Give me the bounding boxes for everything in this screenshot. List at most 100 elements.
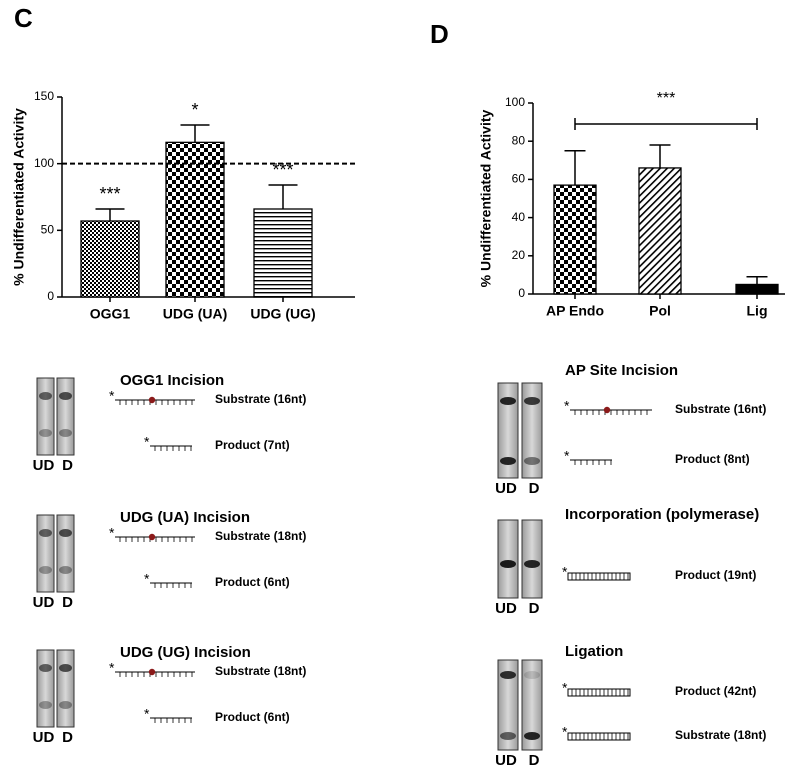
gel-title: Incorporation (polymerase) bbox=[565, 506, 759, 523]
gel-band bbox=[59, 529, 72, 537]
gel-band bbox=[524, 457, 540, 465]
dna-strand: * bbox=[144, 571, 192, 588]
gel-lane bbox=[36, 514, 55, 593]
gel-band bbox=[39, 664, 52, 672]
gel-lane bbox=[497, 659, 519, 751]
y-tick-label: 50 bbox=[41, 223, 55, 237]
gel-lane bbox=[521, 519, 543, 599]
gel-band bbox=[500, 560, 516, 568]
gel-title: AP Site Incision bbox=[565, 362, 678, 379]
lane-label: D bbox=[62, 594, 73, 611]
gel-lane bbox=[497, 519, 519, 599]
dna-strand: * bbox=[109, 388, 195, 405]
gel-lane bbox=[521, 659, 543, 751]
dna-strand: * bbox=[144, 706, 192, 723]
radiolabel: * bbox=[562, 724, 568, 740]
gel-band bbox=[59, 429, 72, 437]
gel-band bbox=[39, 392, 52, 400]
y-tick-label: 0 bbox=[47, 289, 54, 303]
bar bbox=[735, 283, 779, 295]
x-tick-label: UDG (UA) bbox=[163, 306, 228, 322]
gel-band bbox=[59, 664, 72, 672]
dna-strand: * bbox=[109, 660, 195, 677]
gel-lane bbox=[497, 382, 519, 479]
lane-label: D bbox=[529, 480, 540, 497]
radiolabel: * bbox=[564, 398, 570, 414]
significance: *** bbox=[657, 90, 676, 107]
y-tick-label: 60 bbox=[512, 172, 526, 186]
radiolabel: * bbox=[109, 660, 115, 676]
dna-strand: * bbox=[562, 724, 631, 741]
lane-label: D bbox=[529, 752, 540, 769]
dna-strand: * bbox=[109, 525, 195, 542]
gel-band bbox=[39, 566, 52, 574]
lane-label: UD bbox=[495, 752, 517, 769]
error-bar bbox=[180, 124, 210, 143]
y-tick-label: 150 bbox=[34, 89, 54, 103]
band-label: Substrate (18nt) bbox=[215, 529, 306, 543]
significance: *** bbox=[99, 184, 120, 204]
panel-label: D bbox=[430, 19, 449, 49]
lesion bbox=[603, 406, 611, 414]
y-tick-label: 100 bbox=[505, 95, 525, 109]
gel-band bbox=[500, 671, 516, 679]
lane-label: UD bbox=[33, 594, 55, 611]
gel-band bbox=[524, 671, 540, 679]
x-tick-label: AP Endo bbox=[546, 303, 604, 319]
gel-band bbox=[59, 701, 72, 709]
y-axis-label: % Undifferentiated Activity bbox=[11, 108, 27, 286]
band-label: Product (6nt) bbox=[215, 710, 290, 724]
y-tick-label: 100 bbox=[34, 156, 54, 170]
lane-label: UD bbox=[495, 480, 517, 497]
dna-strand: * bbox=[144, 434, 192, 451]
band-label: Product (19nt) bbox=[675, 568, 756, 582]
gel-lane bbox=[36, 377, 55, 456]
radiolabel: * bbox=[144, 571, 150, 587]
bar bbox=[253, 208, 313, 298]
gel-title: OGG1 Incision bbox=[120, 372, 224, 389]
radiolabel: * bbox=[562, 680, 568, 696]
significance: *** bbox=[272, 160, 293, 180]
gel-band bbox=[39, 429, 52, 437]
gel-title: UDG (UG) Incision bbox=[120, 644, 251, 661]
lane-label: D bbox=[62, 457, 73, 474]
lane-label: D bbox=[529, 600, 540, 617]
gel-lane bbox=[521, 382, 543, 479]
error-bar bbox=[95, 208, 125, 221]
gel-band bbox=[524, 560, 540, 568]
error-bar bbox=[564, 150, 586, 186]
gel-band bbox=[500, 397, 516, 405]
lesion bbox=[148, 396, 156, 404]
band-label: Substrate (18nt) bbox=[675, 728, 766, 742]
band-label: Substrate (16nt) bbox=[675, 402, 766, 416]
lane-label: D bbox=[62, 729, 73, 746]
gel-lane bbox=[56, 514, 75, 593]
gel-band bbox=[524, 732, 540, 740]
radiolabel: * bbox=[109, 388, 115, 404]
lane-label: UD bbox=[33, 729, 55, 746]
radiolabel: * bbox=[562, 564, 568, 580]
gel-band bbox=[59, 566, 72, 574]
bar bbox=[638, 167, 682, 295]
gel-lane bbox=[56, 377, 75, 456]
strand-body bbox=[567, 572, 631, 581]
y-axis-label: % Undifferentiated Activity bbox=[478, 109, 494, 287]
error-bar bbox=[649, 144, 671, 168]
band-label: Product (7nt) bbox=[215, 438, 290, 452]
x-tick-label: Lig bbox=[747, 303, 768, 319]
dna-strand: * bbox=[562, 680, 631, 697]
x-tick-label: OGG1 bbox=[90, 306, 131, 322]
gel-title: Ligation bbox=[565, 643, 623, 660]
strand-body bbox=[567, 732, 631, 741]
band-label: Product (42nt) bbox=[675, 684, 756, 698]
band-label: Product (8nt) bbox=[675, 452, 750, 466]
panel-label: C bbox=[14, 3, 33, 33]
significance: * bbox=[191, 100, 198, 120]
dna-strand: * bbox=[562, 564, 631, 581]
bar bbox=[165, 141, 225, 298]
lesion bbox=[148, 668, 156, 676]
error-bar bbox=[268, 184, 298, 209]
gel-band bbox=[39, 701, 52, 709]
gel-band bbox=[500, 732, 516, 740]
